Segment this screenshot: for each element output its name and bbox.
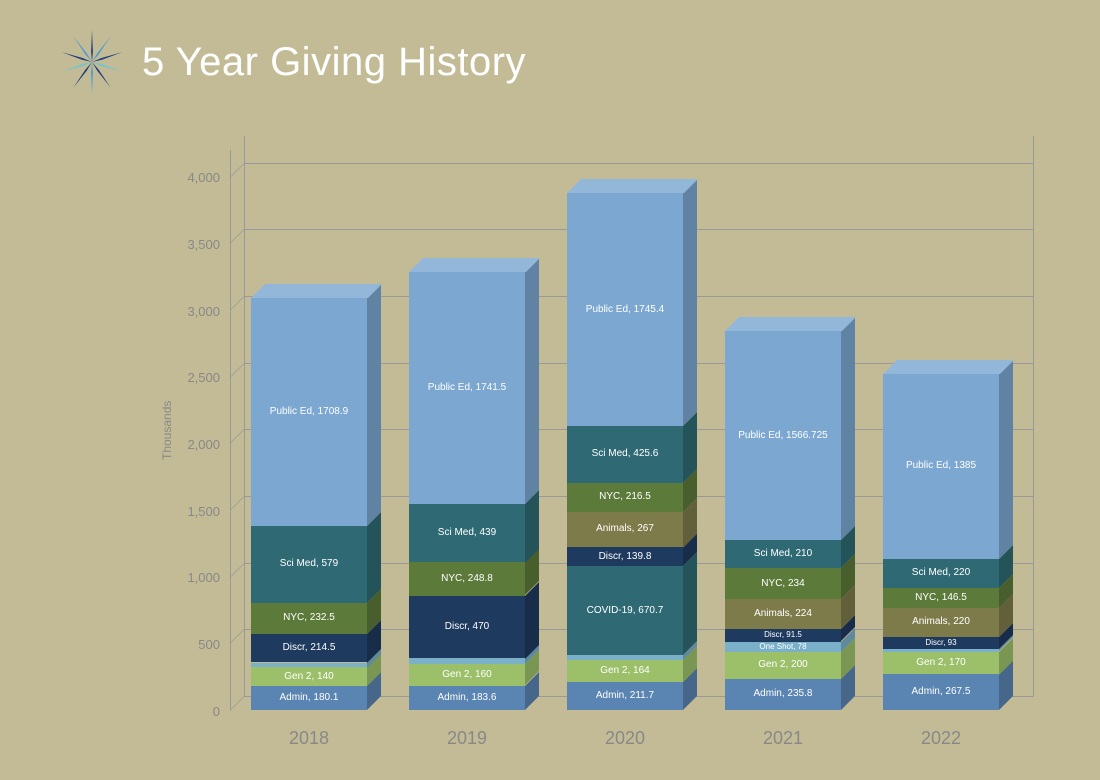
ytick-label: 0 — [170, 704, 220, 719]
segment-label: Discr, 214.5 — [251, 642, 368, 653]
segment-label: Public Ed, 1385 — [883, 460, 1000, 471]
ytick-label: 2,500 — [170, 370, 220, 385]
bar-segment — [883, 649, 1000, 651]
segment-label: Admin, 211.7 — [567, 690, 684, 701]
grid-connector — [230, 296, 244, 311]
category-label: 2021 — [704, 728, 862, 749]
segment-label: Gen 2, 164 — [567, 665, 684, 676]
segment-label: Admin, 180.1 — [251, 692, 368, 703]
grid-connector — [230, 563, 244, 578]
segment-label: Discr, 91.5 — [725, 630, 842, 639]
grid-line — [244, 136, 245, 696]
grid-connector — [230, 163, 244, 178]
segment-label: Admin, 183.6 — [409, 692, 526, 703]
segment-label: Sci Med, 579 — [251, 558, 368, 569]
segment-label: Public Ed, 1708.9 — [251, 406, 368, 417]
ytick-label: 1,500 — [170, 504, 220, 519]
segment-label: Sci Med, 439 — [409, 527, 526, 538]
slide-stage: 5 Year Giving History 05001,0001,5002,00… — [0, 0, 1100, 780]
bar-column: Admin, 183.6 Gen 2, 160 Discr, 470 NYC, 248… — [409, 272, 526, 710]
segment-label: Public Ed, 1745.4 — [567, 304, 684, 315]
segment-label: Animals, 267 — [567, 523, 684, 534]
segment-label: Admin, 235.8 — [725, 688, 842, 699]
ytick-label: 2,000 — [170, 437, 220, 452]
y-axis — [230, 150, 231, 710]
segment-label: Sci Med, 220 — [883, 567, 1000, 578]
star-logo-icon — [60, 30, 124, 94]
segment-label: Admin, 267.5 — [883, 686, 1000, 697]
chart-plot-area: 05001,0001,5002,0002,5003,0003,5004,000T… — [230, 150, 1020, 710]
grid-line — [244, 163, 1034, 164]
grid-connector — [1020, 136, 1034, 710]
ytick-label: 1,000 — [170, 570, 220, 585]
segment-label: Animals, 220 — [883, 616, 1000, 627]
grid-connector — [230, 363, 244, 378]
bar-segment — [409, 658, 526, 664]
segment-label: Discr, 139.8 — [567, 551, 684, 562]
segment-label: Discr, 470 — [409, 621, 526, 632]
segment-label: NYC, 216.5 — [567, 491, 684, 502]
segment-label: Sci Med, 210 — [725, 548, 842, 559]
grid-connector — [230, 496, 244, 511]
segment-label: Public Ed, 1566.725 — [725, 430, 842, 441]
ytick-label: 3,000 — [170, 304, 220, 319]
bar-segment — [567, 655, 684, 660]
segment-label: Discr, 93 — [883, 638, 1000, 647]
segment-label: NYC, 232.5 — [251, 612, 368, 623]
category-label: 2019 — [388, 728, 546, 749]
grid-connector — [230, 429, 244, 444]
category-label: 2020 — [546, 728, 704, 749]
bar-column: Admin, 180.1 Gen 2, 140 Discr, 214.5 NYC, 2… — [251, 298, 368, 710]
segment-label: NYC, 234 — [725, 578, 842, 589]
title-row: 5 Year Giving History — [60, 30, 526, 94]
segment-label: Public Ed, 1741.5 — [409, 382, 526, 393]
bar-column: Admin, 235.8 Gen 2, 200 One Shot, 78 Discr,… — [725, 331, 842, 710]
bar-column: Admin, 267.5 Gen 2, 170 Discr, 93 Animals, … — [883, 374, 1000, 710]
bar-column: Admin, 211.7 Gen 2, 164 COVID-19, 670.7 Dis… — [567, 193, 684, 710]
y-axis-label: Thousands — [160, 401, 174, 460]
slide-title: 5 Year Giving History — [142, 40, 526, 85]
grid-connector — [230, 629, 244, 644]
segment-label: Gen 2, 160 — [409, 669, 526, 680]
segment-label: Gen 2, 200 — [725, 659, 842, 670]
category-label: 2018 — [230, 728, 388, 749]
ytick-label: 4,000 — [170, 170, 220, 185]
segment-label: One Shot, 78 — [725, 642, 842, 651]
segment-label: Sci Med, 425.6 — [567, 448, 684, 459]
ytick-label: 500 — [170, 637, 220, 652]
segment-label: Animals, 224 — [725, 608, 842, 619]
grid-connector — [230, 229, 244, 244]
segment-label: COVID-19, 670.7 — [567, 605, 684, 616]
segment-label: Gen 2, 170 — [883, 657, 1000, 668]
segment-label: NYC, 248.8 — [409, 573, 526, 584]
ytick-label: 3,500 — [170, 237, 220, 252]
segment-label: NYC, 146.5 — [883, 592, 1000, 603]
category-label: 2022 — [862, 728, 1020, 749]
bar-segment — [251, 663, 368, 668]
segment-label: Gen 2, 140 — [251, 671, 368, 682]
